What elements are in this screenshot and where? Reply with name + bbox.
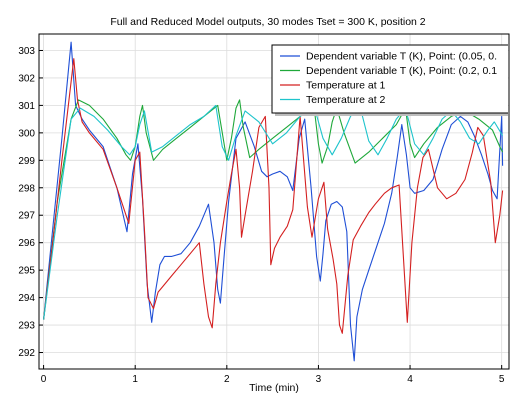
y-tick-label: 298 (18, 183, 35, 194)
y-tick-label: 294 (18, 293, 35, 304)
y-tick-label: 301 (18, 101, 35, 112)
y-tick-label: 292 (18, 348, 35, 359)
y-tick-label: 303 (18, 46, 35, 57)
x-tick-label: 2 (224, 374, 230, 385)
y-tick-label: 295 (18, 266, 35, 277)
series-layer (43, 41, 504, 362)
y-axis: 292 293 294 295 296 297 298 299 300 301 302 303 (18, 46, 43, 359)
legend: Dependent variable T (K), Point: (0.05, … (271, 44, 508, 116)
x-tick-label: 5 (499, 374, 505, 385)
y-tick-label: 299 (18, 156, 35, 167)
y-tick-label: 300 (18, 128, 35, 139)
series-line-2 (43, 99, 504, 320)
y-tick-label: 297 (18, 211, 35, 222)
chart-title: Full and Reduced Model outputs, 30 modes… (110, 16, 425, 28)
x-tick-label: 0 (41, 374, 47, 385)
series-line-4 (43, 104, 504, 320)
legend-frame (271, 44, 508, 114)
x-tick-label: 4 (407, 374, 413, 385)
legend-label-3: Temperature at 1 (306, 80, 386, 92)
legend-label-1: Dependent variable T (K), Point: (0.05, … (306, 51, 497, 63)
x-axis-label: Time (min) (249, 382, 299, 394)
plot-frame (38, 33, 510, 370)
x-axis: 0 1 2 3 4 5 (41, 365, 505, 385)
x-tick-label: 3 (316, 374, 322, 385)
x-tick-label: 1 (132, 374, 138, 385)
y-tick-label: 296 (18, 238, 35, 249)
series-line-3 (43, 58, 504, 334)
legend-box: Dependent variable T (K), Point: (0.05, … (271, 44, 508, 116)
grid (39, 34, 509, 369)
legend-label-2: Dependent variable T (K), Point: (0.2, 0… (306, 65, 497, 77)
legend-label-4: Temperature at 2 (306, 94, 386, 106)
y-tick-label: 302 (18, 73, 35, 84)
y-tick-label: 293 (18, 321, 35, 332)
